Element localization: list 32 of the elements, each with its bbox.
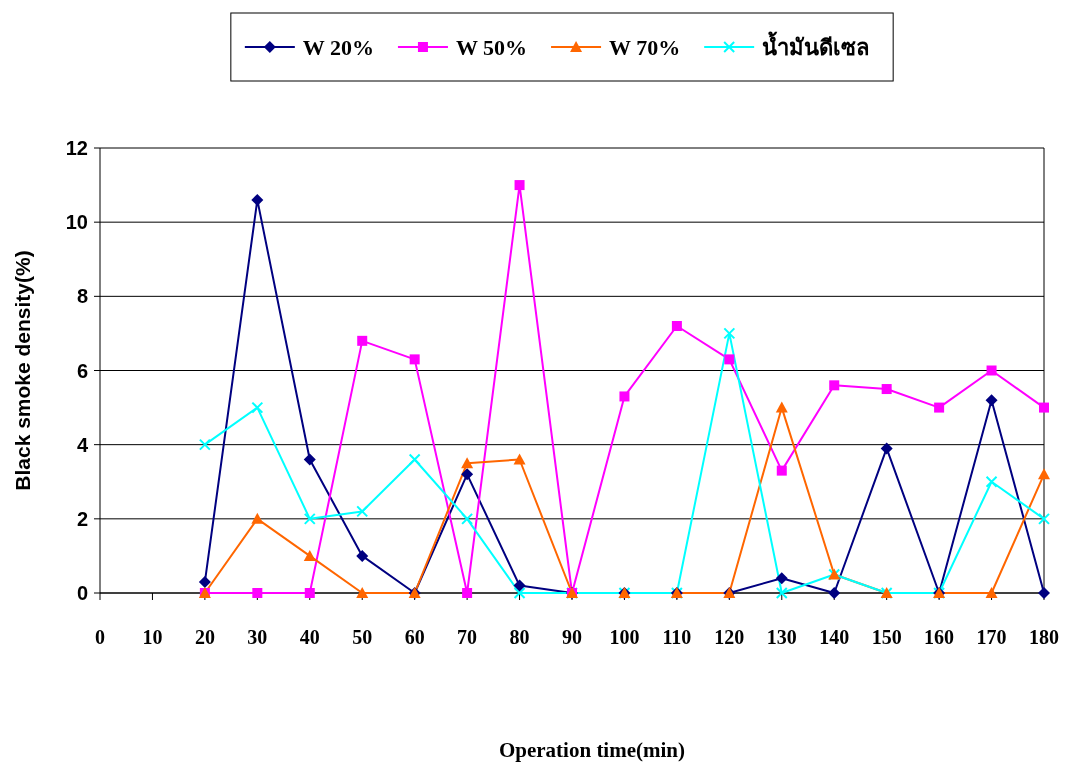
x-tick-label: 150 [871,626,902,648]
y-tick-label: 4 [76,433,89,456]
x-tick-label: 160 [924,626,955,648]
y-tick-label: 2 [76,507,88,530]
x-axis-title: Operation time(min) [498,738,686,762]
legend-label: W 50% [455,35,528,60]
legend-label: W 20% [302,35,374,60]
y-tick-label: 0 [76,582,88,604]
y-tick-label: 12 [65,137,88,159]
x-tick-label: 130 [766,626,797,648]
y-tick-label: 8 [76,285,88,308]
legend-label: W 70% [609,35,681,60]
y-tick-label: 10 [65,211,88,234]
legend-label: น้ำมันดีเซล [762,31,870,60]
x-tick-label: 110 [662,626,692,648]
x-tick-label: 0 [95,626,105,648]
x-tick-label: 70 [457,626,478,648]
y-tick-label: 6 [76,359,88,382]
x-tick-label: 140 [819,626,850,648]
x-tick-label: 50 [352,626,373,648]
x-tick-label: 30 [247,626,268,648]
x-tick-label: 170 [976,626,1007,648]
x-tick-label: 40 [299,626,320,648]
y-axis-title: Black smoke density(%) [11,250,34,491]
x-tick-label: 10 [142,626,163,648]
x-tick-label: 60 [404,626,425,648]
x-tick-label: 100 [609,626,640,648]
x-tick-label: 180 [1029,626,1059,648]
x-tick-label: 90 [562,626,582,648]
x-tick-label: 20 [194,626,215,648]
x-tick-label: 80 [509,626,530,648]
x-tick-label: 120 [714,626,745,648]
